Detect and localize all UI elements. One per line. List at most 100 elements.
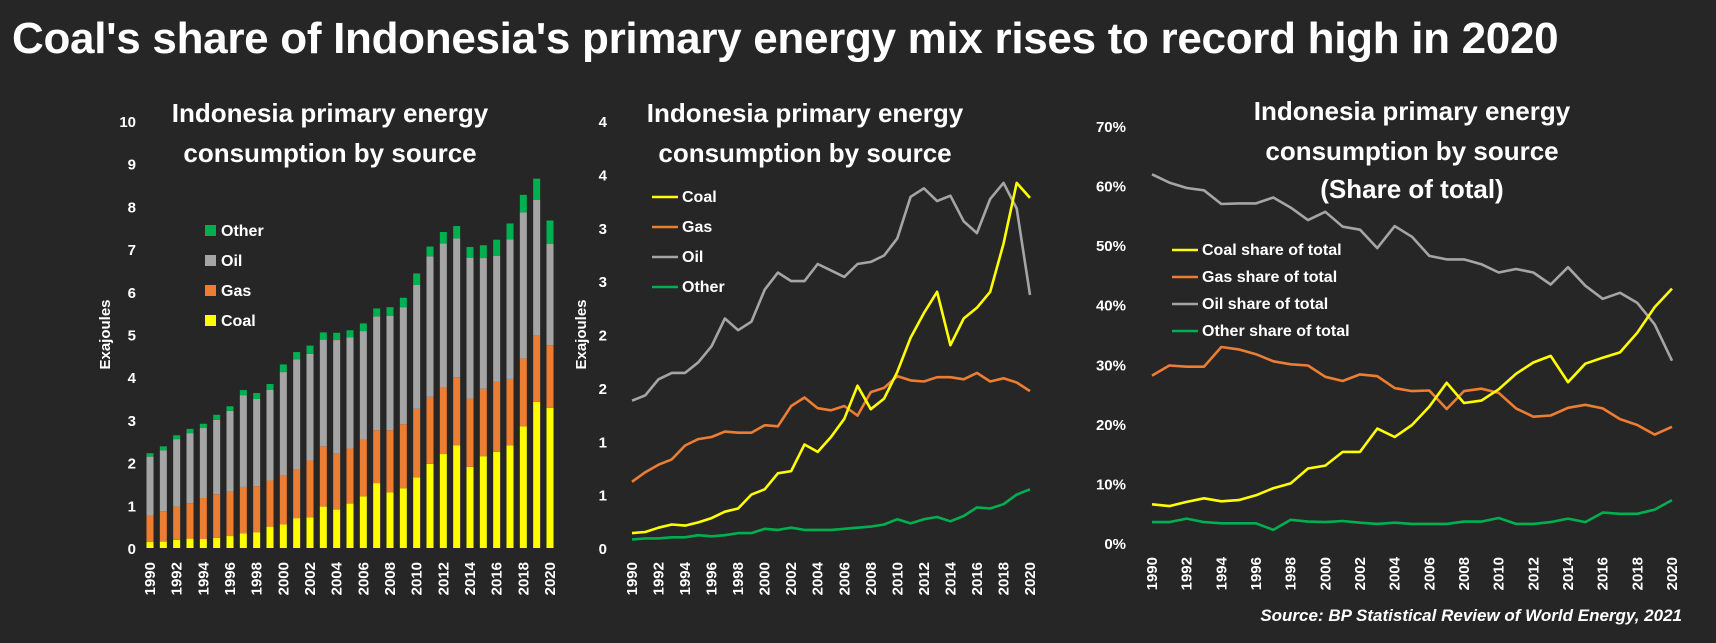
bar-gas-2011 (426, 396, 434, 464)
y-tick-label: 1 (599, 434, 607, 451)
x-tick-label: 2008 (382, 562, 399, 595)
bar-other-2012 (439, 232, 447, 244)
line-gas-share-of-total (1151, 345, 1673, 436)
y-tick-label: 7 (128, 242, 136, 259)
bar-other-2016 (493, 239, 501, 256)
bar-other-2018 (519, 194, 527, 213)
bar-coal-1999 (266, 526, 274, 548)
y-tick-label: 20% (1096, 417, 1126, 434)
legend-item-other: Other (652, 279, 725, 296)
x-tick-label: 2008 (1456, 557, 1473, 590)
bar-gas-1997 (239, 486, 247, 534)
bar-gas-2013 (453, 377, 461, 446)
bar-other-1992 (173, 435, 181, 440)
bar-coal-1991 (159, 541, 167, 548)
bar-coal-1990 (146, 542, 154, 548)
bar-gas-1996 (226, 491, 234, 537)
bar-coal-1992 (173, 539, 181, 548)
y-tick-label: 0 (128, 541, 136, 558)
legend-item-other-share-of-total: Other share of total (1172, 323, 1350, 340)
chart-1: Indonesia primary energy consumption by s… (97, 98, 559, 595)
x-tick-label: 2014 (1560, 556, 1577, 590)
y-tick-label: 40% (1096, 298, 1126, 315)
chart-title-line: consumption by source (658, 138, 951, 168)
x-tick-label: 2016 (489, 562, 506, 595)
bar-coal-2008 (386, 492, 394, 548)
bar-coal-2009 (399, 488, 407, 548)
chart-title-line: consumption by source (183, 138, 476, 168)
x-tick-label: 1998 (249, 562, 266, 595)
bar-coal-2001 (293, 518, 301, 548)
y-tick-label: 9 (128, 157, 136, 174)
line-coal (631, 181, 1031, 535)
bar-gas-2006 (359, 439, 367, 497)
bar-gas-2015 (479, 388, 487, 457)
bar-coal-2004 (333, 509, 341, 548)
x-tick-label: 2002 (1352, 557, 1369, 590)
chart-3: Indonesia primary energy consumption by s… (1096, 96, 1681, 590)
bar-oil-2020 (546, 243, 554, 346)
chart-title-line: consumption by source (1265, 136, 1558, 166)
bar-coal-2003 (319, 506, 327, 548)
bar-gas-2016 (493, 381, 501, 452)
line-other (631, 488, 1031, 541)
bar-oil-1996 (226, 410, 234, 492)
bar-gas-2000 (279, 475, 287, 525)
x-tick-label: 2000 (757, 562, 774, 595)
bar-oil-1997 (239, 395, 247, 487)
bar-coal-2000 (279, 524, 287, 548)
bar-oil-2017 (506, 239, 514, 379)
source-note: Source: BP Statistical Review of World E… (1260, 606, 1682, 625)
bar-coal-1995 (213, 537, 221, 548)
legend: Coal Gas Oil Other (652, 189, 725, 296)
bar-other-1991 (159, 446, 167, 451)
bar-other-2013 (453, 226, 461, 239)
legend-label: Gas share of total (1202, 269, 1337, 286)
bar-coal-2002 (306, 517, 314, 548)
legend-item-coal: Coal (652, 189, 717, 206)
legend-label: Oil (682, 249, 703, 266)
bar-other-2011 (426, 246, 434, 257)
x-tick-label: 2006 (836, 562, 853, 595)
y-axis-label: Exajoules (573, 299, 590, 369)
bar-coal-1994 (199, 539, 207, 548)
bar-oil-2002 (306, 353, 314, 461)
bar-gas-1992 (173, 506, 181, 540)
main-title: Coal's share of Indonesia's primary ener… (12, 14, 1559, 63)
bar-gas-2019 (533, 335, 541, 402)
legend-item-oil-share-of-total: Oil share of total (1172, 296, 1328, 313)
legend-item-gas: Gas (652, 219, 712, 236)
legend-label: Oil share of total (1202, 296, 1328, 313)
legend-label: Coal (221, 313, 256, 330)
x-tick-label: 2020 (1664, 557, 1681, 590)
bar-oil-2007 (373, 316, 381, 431)
legend-item-other: Other (205, 223, 264, 240)
legend-label: Gas (682, 219, 712, 236)
y-tick-label: 0 (599, 541, 607, 558)
chart-title-line: (Share of total) (1320, 174, 1503, 204)
y-tick-label: 10% (1096, 476, 1126, 493)
bar-other-1999 (266, 384, 274, 391)
legend: Coal share of total Gas share of total Oil… (1172, 242, 1350, 340)
bar-oil-1990 (146, 456, 154, 516)
legend-label: Gas (221, 283, 251, 300)
x-tick-label: 1994 (677, 561, 694, 595)
x-tick-label: 2004 (1387, 556, 1404, 590)
y-tick-label: 3 (128, 413, 136, 430)
bar-gas-1994 (199, 498, 207, 540)
bar-coal-2016 (493, 451, 501, 548)
bar-oil-2016 (493, 255, 501, 382)
x-tick-label: 2010 (889, 562, 906, 595)
bar-oil-2000 (279, 372, 287, 476)
y-tick-label: 50% (1096, 238, 1126, 255)
x-tick-label: 1998 (1283, 557, 1300, 590)
bar-other-2020 (546, 220, 554, 244)
y-tick-label: 0% (1104, 536, 1126, 553)
bar-other-2010 (413, 273, 421, 285)
y-tick-label: 70% (1096, 119, 1126, 136)
bar-coal-2020 (546, 407, 554, 548)
bar-other-1998 (253, 392, 261, 399)
bar-other-2005 (346, 330, 354, 338)
bar-oil-1995 (213, 419, 221, 495)
